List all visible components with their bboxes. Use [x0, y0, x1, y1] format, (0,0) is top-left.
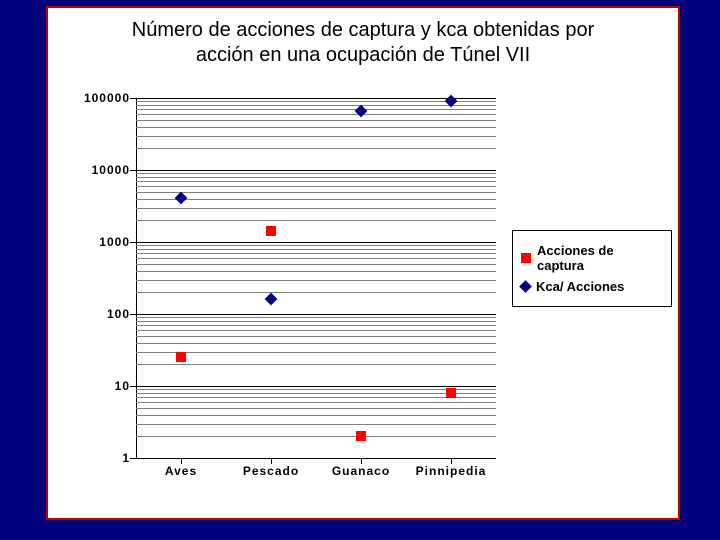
gridline-minor	[136, 186, 496, 187]
gridline-major	[136, 314, 496, 315]
legend-item-acciones: Acciones de captura	[521, 243, 663, 273]
square-icon	[521, 253, 531, 263]
legend: Acciones de captura Kca/ Acciones	[512, 230, 672, 307]
legend-item-kca: Kca/ Acciones	[521, 279, 663, 294]
xtick-label: Pescado	[243, 458, 299, 478]
xtick-label: Guanaco	[332, 458, 390, 478]
gridline-minor	[136, 330, 496, 331]
gridline-minor	[136, 192, 496, 193]
gridline-minor	[136, 408, 496, 409]
gridline-minor	[136, 402, 496, 403]
gridline-minor	[136, 249, 496, 250]
xtick-label: Pinnipedia	[416, 458, 487, 478]
gridline-minor	[136, 280, 496, 281]
chart-title: Número de acciones de captura y kca obte…	[48, 18, 678, 68]
title-line-2: acción en una ocupación de Túnel VII	[196, 44, 530, 66]
gridline-minor	[136, 415, 496, 416]
data-point	[355, 105, 368, 118]
gridline-minor	[136, 397, 496, 398]
gridline-minor	[136, 148, 496, 149]
gridline-major	[136, 242, 496, 243]
title-line-1: Número de acciones de captura y kca obte…	[132, 19, 595, 41]
gridline-minor	[136, 336, 496, 337]
ytick-label: 1000	[99, 235, 136, 249]
gridline-minor	[136, 389, 496, 390]
legend-label: Acciones de captura	[537, 243, 663, 273]
gridline-minor	[136, 321, 496, 322]
gridline-major	[136, 170, 496, 171]
ytick-label: 100000	[84, 91, 136, 105]
gridline-minor	[136, 136, 496, 137]
gridline-minor	[136, 220, 496, 221]
gridline-minor	[136, 258, 496, 259]
gridline-minor	[136, 245, 496, 246]
gridline-minor	[136, 101, 496, 102]
gridline-minor	[136, 317, 496, 318]
gridline-minor	[136, 177, 496, 178]
data-point	[176, 352, 186, 362]
diamond-icon	[519, 280, 532, 293]
ytick-label: 10000	[92, 163, 136, 177]
gridline-minor	[136, 436, 496, 437]
plot-area: 110100100010000100000AvesPescadoGuanacoP…	[136, 98, 496, 458]
gridline-minor	[136, 120, 496, 121]
gridline-minor	[136, 424, 496, 425]
ytick-label: 10	[115, 379, 136, 393]
gridline-minor	[136, 271, 496, 272]
gridline-minor	[136, 199, 496, 200]
ytick-label: 100	[107, 307, 136, 321]
chart-panel: Número de acciones de captura y kca obte…	[46, 6, 680, 520]
gridline-major	[136, 386, 496, 387]
gridline-minor	[136, 109, 496, 110]
gridline-minor	[136, 253, 496, 254]
gridline-minor	[136, 352, 496, 353]
gridline-minor	[136, 292, 496, 293]
gridline-minor	[136, 105, 496, 106]
gridline-major	[136, 98, 496, 99]
legend-label: Kca/ Acciones	[536, 279, 624, 294]
gridline-minor	[136, 343, 496, 344]
gridline-minor	[136, 325, 496, 326]
gridline-minor	[136, 364, 496, 365]
gridline-minor	[136, 127, 496, 128]
data-point	[356, 431, 366, 441]
gridline-minor	[136, 173, 496, 174]
gridline-minor	[136, 208, 496, 209]
gridline-minor	[136, 264, 496, 265]
data-point	[175, 192, 188, 205]
ytick-label: 1	[122, 451, 136, 465]
gridline-minor	[136, 181, 496, 182]
data-point	[266, 226, 276, 236]
gridline-minor	[136, 114, 496, 115]
data-point	[265, 293, 278, 306]
gridline-minor	[136, 393, 496, 394]
slide: Número de acciones de captura y kca obte…	[0, 0, 720, 540]
xtick-label: Aves	[165, 458, 197, 478]
data-point	[446, 388, 456, 398]
